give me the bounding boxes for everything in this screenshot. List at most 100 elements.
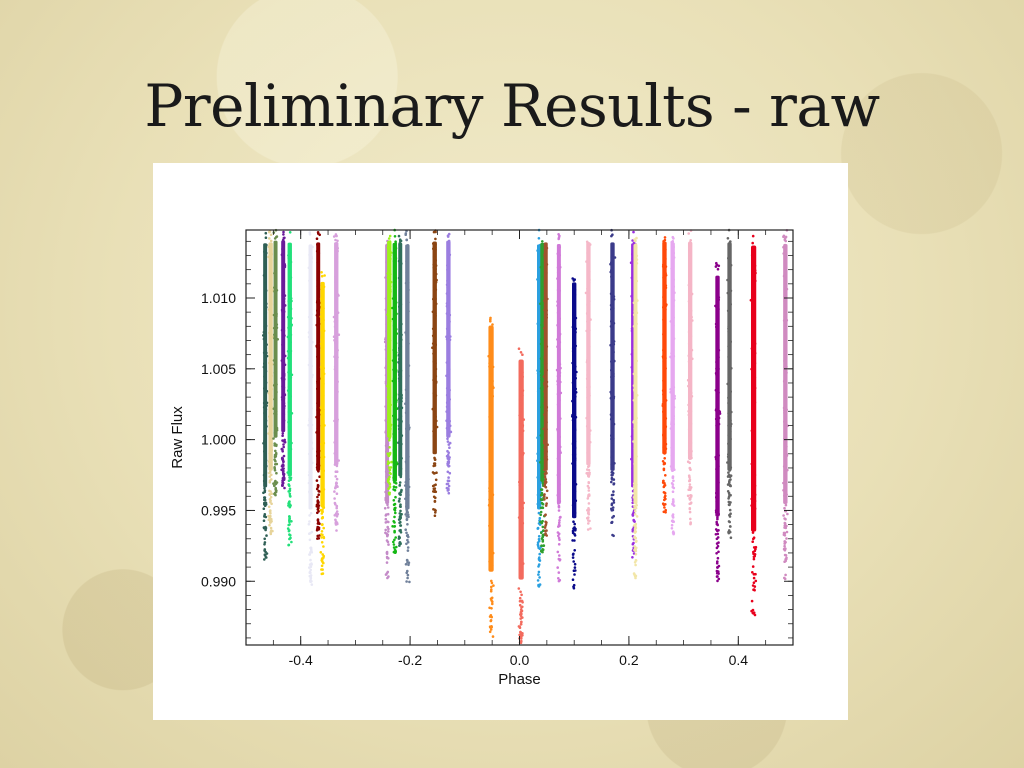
data-point xyxy=(321,334,325,338)
data-point xyxy=(754,279,757,283)
data-point xyxy=(282,440,285,443)
data-point xyxy=(572,448,575,452)
data-point xyxy=(316,430,319,433)
data-point xyxy=(688,510,692,514)
data-point xyxy=(433,305,436,308)
data-point xyxy=(433,386,437,390)
data-point xyxy=(716,343,720,346)
data-point xyxy=(662,395,666,399)
data-point xyxy=(263,362,266,365)
data-point xyxy=(333,497,336,500)
data-point xyxy=(689,381,692,384)
data-point xyxy=(519,556,523,559)
data-point xyxy=(726,278,729,282)
data-point xyxy=(490,546,494,550)
data-point xyxy=(543,395,547,398)
data-point xyxy=(288,272,292,276)
data-point xyxy=(556,379,559,383)
data-point xyxy=(394,416,397,420)
data-point xyxy=(287,467,291,470)
data-point xyxy=(282,443,285,446)
data-point xyxy=(539,510,543,514)
data-point xyxy=(492,386,495,389)
data-point xyxy=(557,237,560,241)
data-point xyxy=(317,337,320,341)
data-point xyxy=(688,241,692,244)
data-point xyxy=(387,315,391,318)
data-point xyxy=(333,463,337,466)
data-point xyxy=(610,455,613,459)
data-point xyxy=(539,342,543,346)
data-point xyxy=(537,269,541,272)
data-point xyxy=(537,380,541,384)
data-point xyxy=(610,394,614,397)
data-point xyxy=(308,253,311,257)
data-point xyxy=(558,414,561,418)
data-point xyxy=(273,295,277,299)
data-point xyxy=(573,392,576,395)
data-point xyxy=(586,386,589,389)
data-point xyxy=(447,326,451,329)
data-point xyxy=(449,335,452,338)
data-point xyxy=(586,285,590,288)
data-point xyxy=(517,516,521,519)
data-point xyxy=(544,520,547,524)
data-point xyxy=(587,493,591,496)
data-point xyxy=(729,474,733,478)
data-point xyxy=(586,278,590,282)
data-point xyxy=(287,337,291,340)
data-point xyxy=(269,285,273,289)
data-point xyxy=(662,276,665,279)
data-point xyxy=(392,503,396,507)
data-point xyxy=(585,424,589,428)
data-point xyxy=(309,576,313,579)
data-point xyxy=(316,402,320,406)
data-point xyxy=(321,488,324,492)
data-point xyxy=(281,379,284,383)
data-point xyxy=(543,283,547,287)
data-point xyxy=(432,323,436,327)
data-point xyxy=(317,433,320,437)
data-point xyxy=(398,379,401,383)
data-point xyxy=(518,414,521,417)
data-point xyxy=(489,469,492,473)
data-point xyxy=(664,284,667,287)
data-point xyxy=(265,464,268,468)
data-point xyxy=(274,401,278,405)
data-point xyxy=(433,376,437,379)
data-point xyxy=(689,522,692,526)
data-point xyxy=(320,360,323,363)
data-point xyxy=(714,509,718,512)
y-tick-label: 0.995 xyxy=(201,502,236,518)
data-point xyxy=(334,375,338,378)
data-point xyxy=(385,475,388,479)
data-point xyxy=(404,563,408,566)
data-point xyxy=(282,445,285,449)
data-point xyxy=(752,588,756,591)
data-point xyxy=(632,388,636,392)
data-point xyxy=(784,490,787,494)
data-point xyxy=(288,289,291,293)
data-point xyxy=(384,528,387,532)
data-point xyxy=(281,448,284,451)
data-point xyxy=(288,351,292,354)
data-point xyxy=(433,282,437,286)
data-point xyxy=(335,515,339,518)
data-point xyxy=(556,252,560,255)
data-point xyxy=(434,314,437,317)
data-bands-group xyxy=(262,228,789,645)
data-point xyxy=(433,458,437,461)
data-point xyxy=(573,427,577,430)
data-point xyxy=(308,359,312,363)
data-point xyxy=(519,432,523,435)
data-point xyxy=(690,449,693,453)
data-point xyxy=(611,262,614,265)
data-point xyxy=(539,357,543,360)
raw-flux-phase-scatter-chart: -0.4 -0.2 0.0 0.2 0.4 0.9900.9951.0001.0051.… xyxy=(169,228,794,688)
data-point xyxy=(537,454,540,458)
data-point xyxy=(631,528,635,531)
data-point xyxy=(571,349,575,353)
data-point xyxy=(393,271,396,274)
data-point xyxy=(448,313,452,317)
data-point xyxy=(282,280,286,283)
